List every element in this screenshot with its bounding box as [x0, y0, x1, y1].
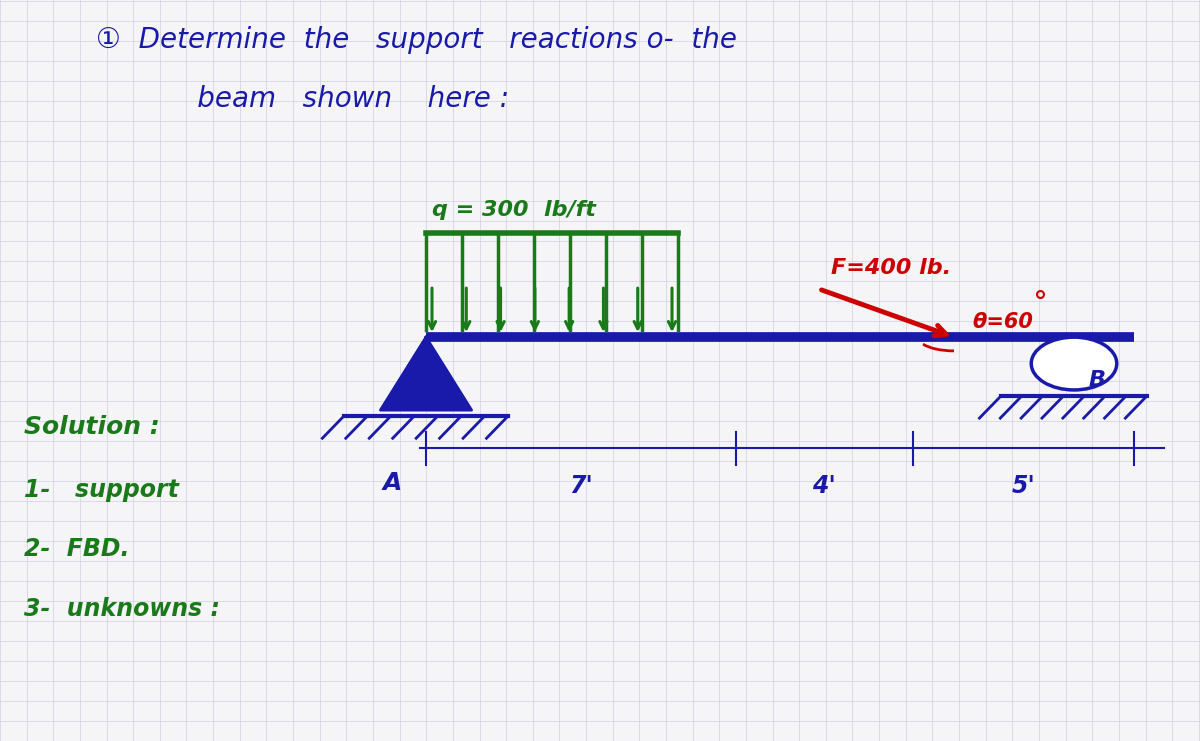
- Polygon shape: [380, 337, 472, 410]
- Text: B: B: [1088, 370, 1105, 391]
- Text: 1-   support: 1- support: [24, 478, 179, 502]
- Circle shape: [1031, 337, 1117, 390]
- Text: q = 300  lb/ft: q = 300 lb/ft: [432, 200, 596, 220]
- Text: Solution :: Solution :: [24, 415, 160, 439]
- Text: 5': 5': [1012, 474, 1036, 498]
- Text: 4': 4': [812, 474, 836, 498]
- Text: F=400 lb.: F=400 lb.: [830, 258, 952, 278]
- Text: ①  Determine  the   support   reactions o-  the: ① Determine the support reactions o- the: [96, 26, 737, 54]
- Text: θ=60: θ=60: [972, 313, 1033, 332]
- Text: beam   shown    here :: beam shown here :: [144, 85, 509, 113]
- Text: 2-  FBD.: 2- FBD.: [24, 537, 130, 561]
- Text: 3-  unknowns :: 3- unknowns :: [24, 597, 220, 620]
- Text: A: A: [383, 471, 402, 494]
- Text: 7': 7': [569, 474, 593, 498]
